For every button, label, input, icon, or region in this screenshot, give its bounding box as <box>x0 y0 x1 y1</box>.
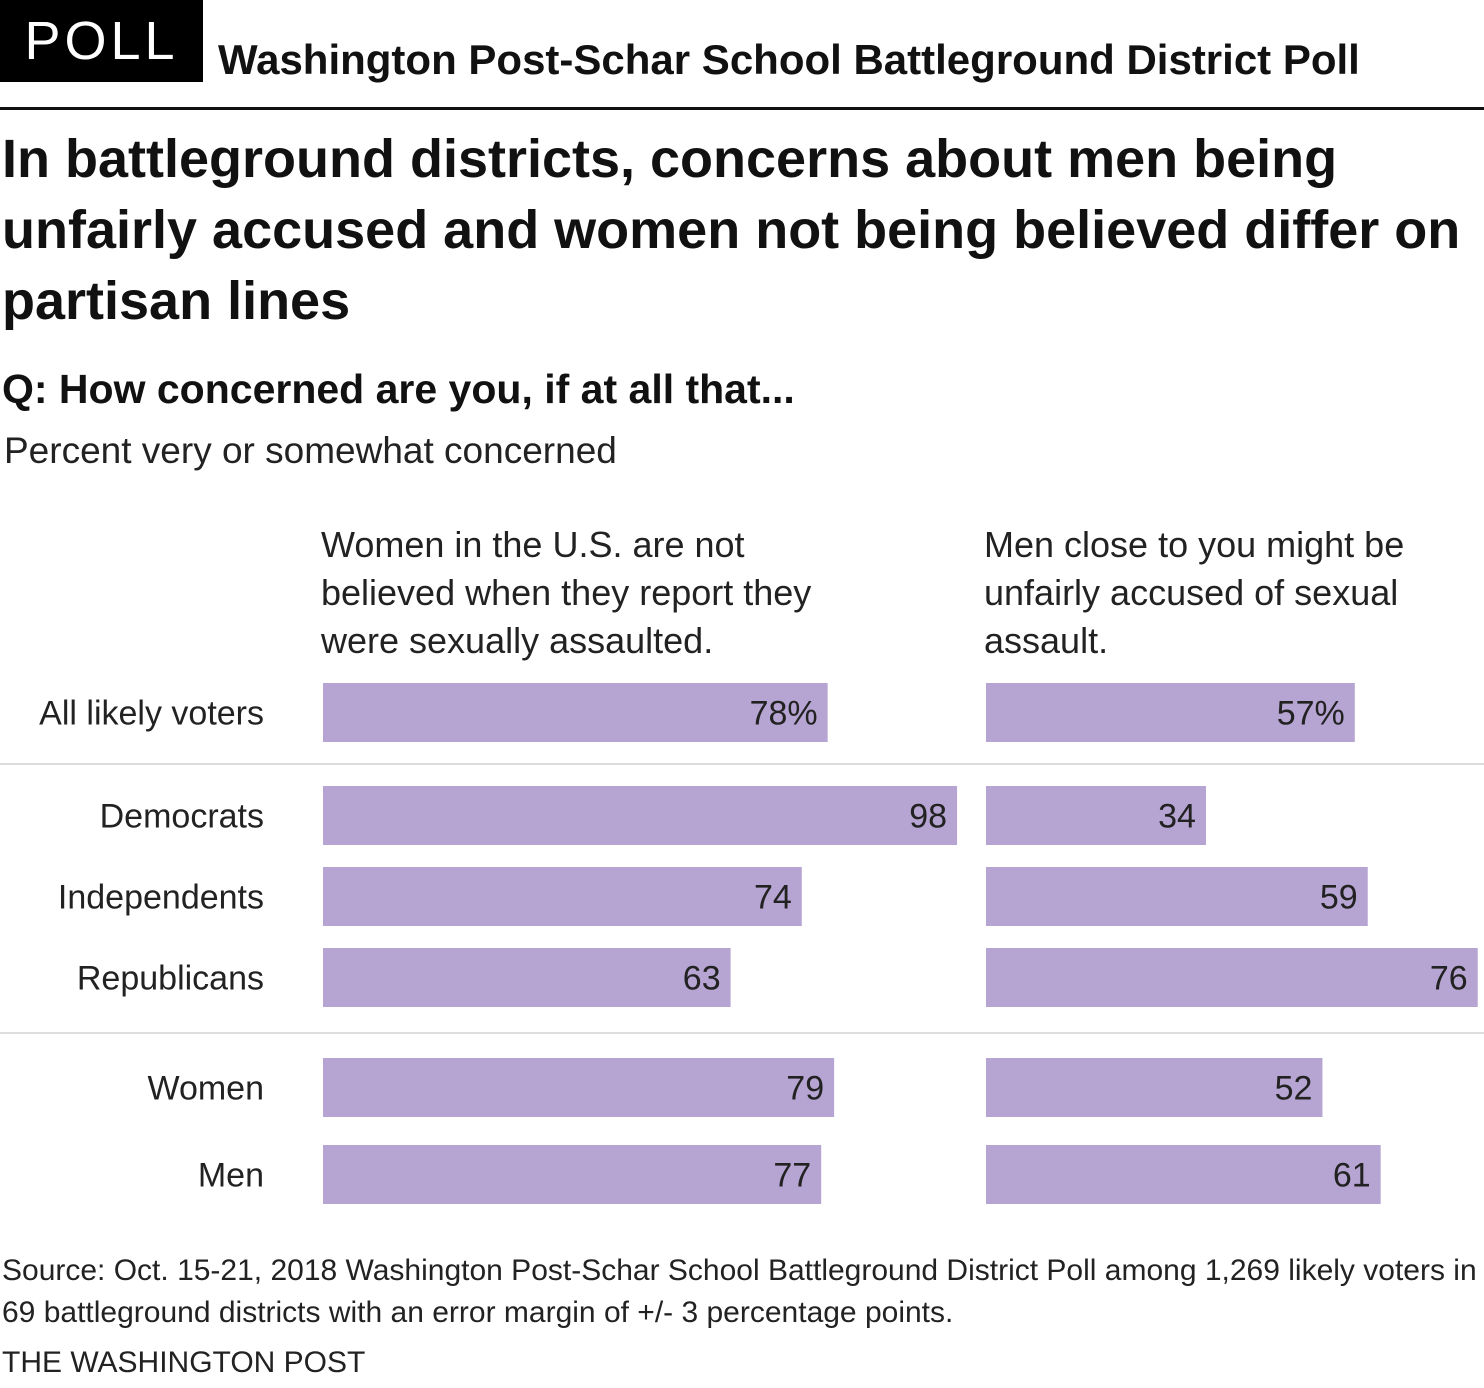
credit: THE WASHINGTON POST <box>2 1346 366 1379</box>
value-label: 78% <box>750 695 818 733</box>
row-label: All likely voters <box>39 695 264 733</box>
column-title-2-line-3: assault. <box>984 620 1108 661</box>
column-title-1-line-3: were sexually assaulted. <box>320 620 713 661</box>
value-label: 77 <box>773 1157 811 1195</box>
value-label: 57% <box>1277 695 1345 733</box>
column-title-1-line-2: believed when they report they <box>321 572 811 613</box>
bar-1-women <box>323 1058 835 1117</box>
value-label: 74 <box>754 879 792 917</box>
bar-2-women <box>986 1058 1323 1117</box>
column-title-1-line-1: Women in the U.S. are not <box>321 524 745 565</box>
subtitle: Percent very or somewhat concerned <box>4 430 617 471</box>
column-title-2-line-2: unfairly accused of sexual <box>984 572 1398 613</box>
value-label: 61 <box>1333 1157 1371 1195</box>
bar-2-men <box>986 1145 1381 1204</box>
header-rule <box>0 107 1484 110</box>
row-label: Democrats <box>100 798 264 836</box>
row-label: Women <box>147 1070 264 1108</box>
value-label: 59 <box>1320 879 1358 917</box>
value-label: 98 <box>909 798 947 836</box>
bar-1-men <box>323 1145 822 1204</box>
value-label: 34 <box>1158 798 1196 836</box>
value-label: 79 <box>786 1070 824 1108</box>
bar-1-republicans <box>323 948 731 1007</box>
row-label: Men <box>198 1157 264 1195</box>
bar-2-democrats <box>986 786 1206 845</box>
row-label: Republicans <box>77 960 264 998</box>
bar-1-all-likely-voters <box>323 683 828 742</box>
column-title-2-line-1: Men close to you might be <box>984 524 1404 565</box>
bar-1-independents <box>323 867 802 926</box>
row-label: Independents <box>58 879 264 917</box>
bar-2-all-likely-voters <box>986 683 1355 742</box>
bar-1-democrats <box>323 786 958 845</box>
value-label: 63 <box>683 960 721 998</box>
headline: In battleground districts, concerns abou… <box>2 129 1461 331</box>
poll-name: Washington Post-Schar School Battlegroun… <box>218 36 1360 83</box>
bar-2-independents <box>986 867 1368 926</box>
bar-2-republicans <box>986 948 1478 1007</box>
poll-badge: POLL <box>0 0 203 82</box>
source-note: Source: Oct. 15-21, 2018 Washington Post… <box>2 1254 1477 1329</box>
value-label: 52 <box>1275 1070 1313 1108</box>
value-label: 76 <box>1430 960 1468 998</box>
question: Q: How concerned are you, if at all that… <box>2 366 795 412</box>
